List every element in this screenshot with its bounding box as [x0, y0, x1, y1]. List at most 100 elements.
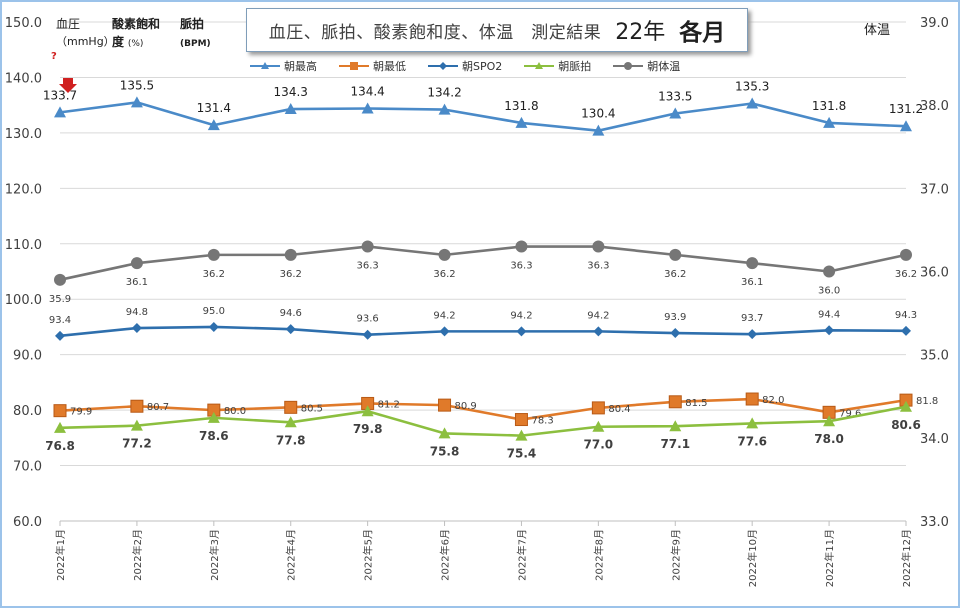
y-left-tick-label: 100.0 [5, 293, 42, 308]
x-axis-tick-label: 2022年10月 [746, 529, 759, 587]
data-label-pulse: 78.0 [814, 432, 844, 446]
y-left-tick-label: 90.0 [13, 349, 42, 364]
x-axis-tick-label: 2022年7月 [515, 529, 528, 581]
chart-title-month: 各月 [679, 20, 726, 46]
legend-marker-low [339, 62, 369, 70]
data-label-high: 131.8 [812, 99, 846, 113]
left-axis-title: 血圧 （mmHg） [56, 15, 115, 51]
data-label-pulse: 79.8 [353, 422, 383, 436]
data-point-spo2 [55, 330, 65, 341]
data-point-pulse [823, 415, 836, 427]
data-point-high [669, 107, 682, 119]
annotation-mark: ? [51, 51, 57, 62]
data-point-low [591, 401, 605, 415]
data-label-temp: 35.9 [49, 294, 71, 305]
data-point-pulse [592, 420, 605, 432]
legend-item-high: 朝最高 [250, 58, 317, 74]
data-label-spo2: 95.0 [203, 306, 225, 317]
y-right-tick-label: 36.0 [920, 266, 949, 281]
data-label-pulse: 77.1 [660, 437, 690, 451]
data-point-pulse [515, 429, 528, 441]
data-label-temp: 36.3 [357, 261, 379, 272]
series-line-spo2 [59, 325, 907, 338]
y-left-tick-label: 60.0 [13, 515, 42, 530]
data-point-temp [130, 257, 143, 270]
data-point-spo2 [670, 328, 681, 339]
data-point-high [54, 106, 66, 118]
data-point-spo2 [131, 323, 142, 334]
data-point-temp [746, 257, 759, 270]
data-label-low: 81.2 [378, 399, 400, 410]
data-label-low: 81.5 [685, 398, 707, 409]
y-right-tick-label: 39.0 [920, 16, 949, 31]
annotation-arrow-icon [59, 78, 77, 93]
x-axis-tick-label: 2022年11月 [823, 529, 836, 587]
data-point-temp [592, 240, 605, 253]
legend-item-pulse: 朝脈拍 [524, 58, 591, 74]
data-point-low [130, 399, 144, 413]
data-label-temp: 36.2 [895, 269, 917, 280]
chart-title-year: 22年 [615, 20, 666, 45]
data-point-high [207, 119, 220, 131]
data-point-temp [515, 240, 528, 253]
data-point-pulse [207, 411, 220, 423]
y-right-tick-label: 35.0 [920, 349, 949, 364]
data-label-high: 134.4 [350, 84, 384, 98]
legend-marker-high [250, 62, 280, 69]
data-label-low: 80.7 [147, 402, 169, 413]
data-point-spo2 [901, 325, 911, 336]
spo2-label-2: 度 [112, 35, 125, 49]
data-label-high: 131.8 [504, 99, 538, 113]
data-point-pulse [284, 416, 297, 428]
data-point-temp [207, 248, 220, 261]
data-point-high [284, 103, 297, 115]
legend: 朝最高 朝最低 朝SPO2 朝脈拍 朝体温 [250, 58, 680, 74]
data-label-temp: 36.1 [126, 277, 148, 288]
data-label-pulse: 77.8 [276, 433, 306, 447]
y-left-tick-label: 140.0 [5, 71, 42, 86]
x-axis-tick-label: 2022年4月 [285, 529, 298, 581]
legend-marker-pulse [524, 62, 555, 69]
x-axis-tick-label: 2022年6月 [439, 529, 452, 581]
data-label-spo2: 94.2 [510, 310, 532, 321]
data-label-temp: 36.2 [433, 269, 455, 280]
x-axis-tick-label: 2022年9月 [669, 529, 682, 581]
legend-label-spo2: 朝SPO2 [462, 60, 503, 73]
data-point-spo2 [516, 326, 527, 337]
data-label-low: 79.6 [839, 408, 861, 419]
data-point-low [514, 413, 528, 427]
data-point-high [361, 102, 374, 114]
x-axis-tick-label: 2022年1月 [54, 529, 67, 581]
data-point-spo2 [208, 321, 219, 332]
y-left-tick-label: 130.0 [5, 127, 42, 142]
data-label-spo2: 93.9 [664, 312, 686, 323]
data-label-pulse: 75.4 [507, 447, 537, 461]
data-point-spo2 [593, 326, 604, 337]
y-right-tick-label: 37.0 [920, 182, 949, 197]
data-label-temp: 36.3 [587, 261, 609, 272]
x-axis-tick-label: 2022年8月 [592, 529, 605, 581]
series-line-pulse [59, 405, 907, 437]
y-left-tick-label: 70.0 [13, 460, 42, 475]
y-left-tick-label: 120.0 [5, 182, 42, 197]
data-point-low [668, 395, 682, 409]
data-label-low: 81.8 [916, 396, 938, 407]
data-label-high: 134.3 [274, 85, 308, 99]
data-point-spo2 [285, 324, 296, 335]
data-point-low [438, 398, 452, 412]
data-label-spo2: 94.4 [818, 309, 840, 320]
data-point-temp [438, 248, 451, 261]
y-right-tick-label: 34.0 [920, 432, 949, 447]
data-point-spo2 [362, 329, 373, 340]
data-label-pulse: 75.8 [430, 444, 460, 458]
data-label-spo2: 94.2 [433, 310, 455, 321]
data-label-pulse: 80.6 [891, 418, 921, 432]
data-label-high: 130.4 [581, 107, 615, 121]
data-point-pulse [361, 405, 374, 417]
data-point-pulse [438, 427, 451, 439]
data-point-spo2 [824, 325, 835, 336]
data-point-high [746, 97, 759, 109]
data-label-high: 135.3 [735, 80, 769, 94]
